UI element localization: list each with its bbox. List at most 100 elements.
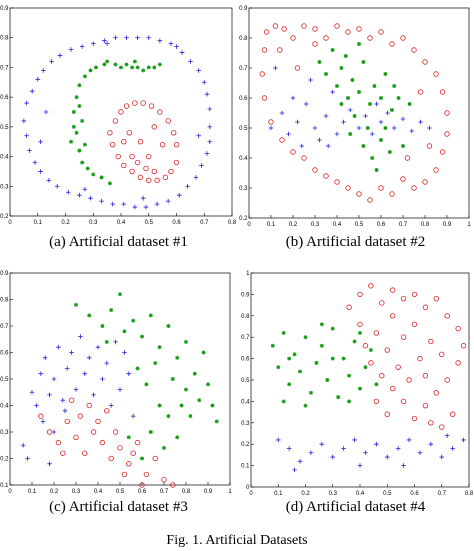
data-point-plus bbox=[199, 163, 204, 168]
data-point-plus bbox=[29, 88, 35, 94]
data-point-plus bbox=[77, 192, 82, 198]
data-point-plus bbox=[132, 204, 138, 210]
data-point-star bbox=[94, 65, 99, 70]
data-point-star bbox=[319, 343, 324, 348]
data-point-circle bbox=[104, 408, 110, 414]
data-point-plus bbox=[279, 110, 285, 116]
data-point-plus bbox=[286, 131, 291, 137]
data-point-star bbox=[91, 172, 96, 177]
data-point-circle bbox=[367, 197, 373, 203]
data-point-plus bbox=[417, 450, 423, 456]
data-point-star bbox=[317, 60, 322, 64]
data-point-plus bbox=[49, 59, 54, 64]
data-point-circle bbox=[356, 26, 362, 32]
data-point-plus bbox=[46, 178, 52, 183]
data-point-circle bbox=[117, 445, 123, 451]
data-point-star bbox=[303, 335, 308, 340]
data-point-plus bbox=[363, 113, 368, 119]
data-point-star bbox=[281, 399, 286, 404]
data-point-star bbox=[157, 403, 162, 408]
data-point-plus bbox=[363, 450, 368, 456]
x-tick-label: 0.2 bbox=[61, 220, 70, 226]
data-point-plus bbox=[406, 437, 412, 443]
data-point-circle bbox=[107, 130, 113, 136]
data-point-plus bbox=[29, 389, 35, 395]
data-point-plus bbox=[20, 442, 26, 448]
data-point-circle bbox=[146, 177, 152, 184]
y-tick-label: 0.5 bbox=[241, 378, 250, 384]
data-point-circle bbox=[86, 402, 92, 409]
data-point-plus bbox=[60, 397, 66, 403]
x-tick-label: 0.5 bbox=[145, 220, 154, 226]
data-point-circle bbox=[368, 283, 374, 289]
data-point-circle bbox=[379, 300, 385, 306]
data-point-circle bbox=[301, 155, 307, 161]
data-point-plus bbox=[176, 192, 182, 198]
data-point-circle bbox=[433, 167, 439, 173]
data-point-plus bbox=[374, 101, 379, 107]
data-point-circle bbox=[373, 398, 380, 405]
data-point-star bbox=[210, 403, 215, 408]
data-point-circle bbox=[378, 29, 384, 35]
data-point-star bbox=[396, 96, 401, 100]
data-point-star bbox=[124, 62, 129, 67]
data-point-circle bbox=[395, 364, 401, 370]
x-tick-label: 0.3 bbox=[72, 489, 81, 495]
data-point-plus bbox=[38, 169, 43, 174]
data-point-circle bbox=[301, 23, 307, 29]
data-point-plus bbox=[395, 446, 401, 451]
data-point-plus bbox=[47, 461, 52, 467]
data-point-plus bbox=[319, 441, 325, 447]
data-point-circle bbox=[134, 439, 141, 446]
data-point-star bbox=[387, 150, 392, 154]
data-point-plus bbox=[135, 35, 140, 41]
data-point-plus bbox=[24, 133, 29, 139]
scatter-plot-d: 0 0.1 0.2 0.3 0.4 0.5 0.6 0.7 0.8 0 0.1 0.2 0.3 0.4 0.… bbox=[241, 271, 474, 497]
data-point-circle bbox=[389, 287, 396, 293]
data-point-star bbox=[166, 414, 171, 419]
data-point-plus bbox=[450, 446, 455, 451]
data-point-star bbox=[175, 435, 180, 440]
x-tick-label: 0 bbox=[8, 220, 12, 226]
data-point-plus bbox=[295, 119, 300, 125]
data-point-circle bbox=[439, 424, 445, 430]
data-point-plus bbox=[124, 35, 129, 41]
y-tick-label: 0 bbox=[246, 485, 250, 491]
data-point-plus bbox=[330, 454, 336, 460]
data-point-plus bbox=[41, 68, 46, 73]
data-point-circle bbox=[261, 47, 268, 53]
data-point-plus bbox=[334, 131, 340, 137]
data-point-star bbox=[80, 160, 85, 165]
data-point-star bbox=[214, 419, 219, 424]
scatter-panel-b: 0 0.1 0.2 0.3 0.4 0.5 0.6 0.7 0.8 0.9 1 0.2 0.3 0.4 0.… bbox=[237, 0, 474, 265]
data-point-plus bbox=[273, 65, 278, 71]
data-point-star bbox=[358, 330, 362, 335]
data-point-plus bbox=[201, 79, 207, 85]
data-point-star bbox=[325, 378, 330, 382]
data-point-star bbox=[324, 72, 328, 76]
data-point-star bbox=[335, 84, 339, 88]
data-point-circle bbox=[411, 321, 418, 328]
data-point-plus bbox=[121, 201, 127, 207]
data-point-star bbox=[352, 339, 357, 344]
data-point-plus bbox=[268, 125, 274, 131]
data-point-circle bbox=[433, 390, 439, 396]
plot-frame-a bbox=[9, 7, 233, 217]
y-tick-label: 1 bbox=[246, 271, 250, 277]
data-point-plus bbox=[312, 125, 318, 131]
x-tick-label: 0.8 bbox=[228, 220, 237, 226]
data-point-plus bbox=[303, 101, 309, 107]
data-point-star bbox=[170, 377, 175, 381]
data-point-circle bbox=[422, 59, 428, 65]
data-point-star bbox=[118, 292, 122, 297]
data-point-circle bbox=[95, 418, 101, 425]
data-point-star bbox=[319, 322, 324, 327]
data-point-circle bbox=[389, 385, 396, 392]
x-tick-label: 0.4 bbox=[356, 491, 365, 497]
data-point-star bbox=[71, 110, 76, 114]
data-point-star bbox=[130, 65, 135, 70]
data-point-star bbox=[383, 126, 388, 130]
data-point-circle bbox=[404, 155, 411, 161]
data-point-star bbox=[100, 324, 105, 328]
y-tick-label: 0.7 bbox=[0, 324, 9, 330]
